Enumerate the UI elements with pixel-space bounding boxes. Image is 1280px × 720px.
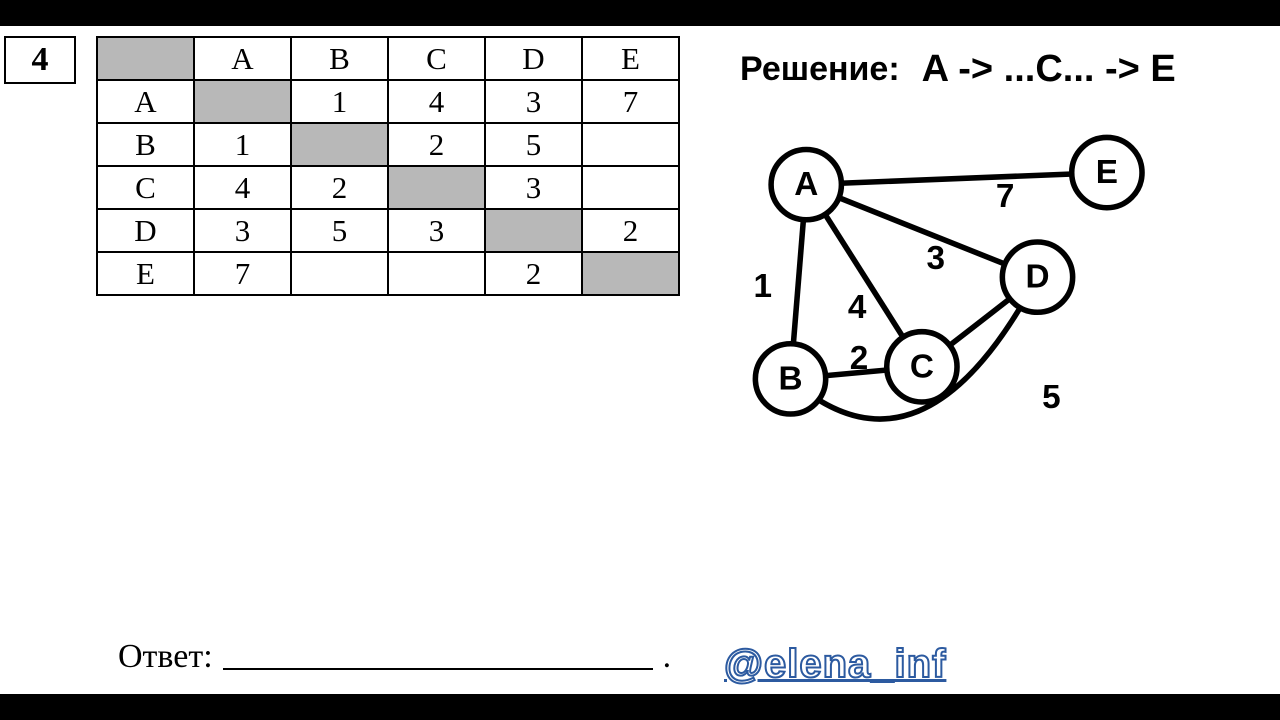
letterbox-bottom [0, 694, 1280, 720]
graph-node-label: E [1096, 154, 1118, 191]
table-col-header: A [194, 37, 291, 80]
table-cell: 3 [485, 80, 582, 123]
letterbox-top [0, 0, 1280, 26]
author-handle: @elena_inf [724, 642, 946, 687]
table-cell [582, 166, 679, 209]
table-row-header: C [97, 166, 194, 209]
graph-node-label: A [794, 166, 818, 203]
graph-node-label: C [910, 348, 934, 385]
graph-edge [806, 173, 1107, 185]
graph-edge-weight: 1 [754, 268, 773, 305]
graph-node-label: B [779, 360, 803, 397]
content-area: 4 ABCDEA1437B125C423D3532E72 Решение: A … [0, 26, 1280, 694]
table-cell [485, 209, 582, 252]
graph-node-label: D [1025, 259, 1049, 296]
table-cell [291, 123, 388, 166]
table-cell [194, 80, 291, 123]
task-number-box: 4 [4, 36, 76, 84]
table-cell: 1 [291, 80, 388, 123]
table-corner [97, 37, 194, 80]
task-number: 4 [32, 41, 49, 79]
table-cell: 3 [194, 209, 291, 252]
graph-edge-weight: 7 [996, 178, 1015, 215]
table-cell: 5 [291, 209, 388, 252]
table-cell: 4 [194, 166, 291, 209]
answer-dot: . [663, 638, 672, 676]
graph-diagram: A E D B C 7 3 4 1 2 5 [710, 106, 1180, 476]
solution-label: Решение: [740, 50, 900, 89]
table-cell: 5 [485, 123, 582, 166]
table-cell: 3 [485, 166, 582, 209]
table-cell [291, 252, 388, 295]
table-cell [388, 166, 485, 209]
table-cell: 2 [582, 209, 679, 252]
table-cell [582, 252, 679, 295]
table-row-header: E [97, 252, 194, 295]
table-row-header: B [97, 123, 194, 166]
table-cell: 2 [485, 252, 582, 295]
answer-line: Ответ: . [118, 638, 671, 676]
solution-expression: A -> ...C... -> E [922, 48, 1176, 91]
table-col-header: D [485, 37, 582, 80]
table-col-header: E [582, 37, 679, 80]
table-col-header: B [291, 37, 388, 80]
table-cell [388, 252, 485, 295]
table-col-header: C [388, 37, 485, 80]
answer-blank [223, 668, 653, 670]
graph-edge-weight: 5 [1042, 379, 1061, 416]
graph-edge-weight: 2 [850, 340, 869, 377]
table-cell: 7 [582, 80, 679, 123]
graph-edge-weight: 3 [926, 240, 945, 277]
table-cell: 2 [388, 123, 485, 166]
table-cell: 3 [388, 209, 485, 252]
table-cell: 1 [194, 123, 291, 166]
answer-label: Ответ: [118, 638, 213, 676]
table-cell [582, 123, 679, 166]
solution-line: Решение: A -> ...C... -> E [740, 48, 1176, 91]
table-row-header: A [97, 80, 194, 123]
adjacency-table: ABCDEA1437B125C423D3532E72 [96, 36, 680, 296]
graph-edge-weight: 4 [848, 289, 867, 326]
table-cell: 4 [388, 80, 485, 123]
table-row-header: D [97, 209, 194, 252]
table-cell: 7 [194, 252, 291, 295]
table-cell: 2 [291, 166, 388, 209]
